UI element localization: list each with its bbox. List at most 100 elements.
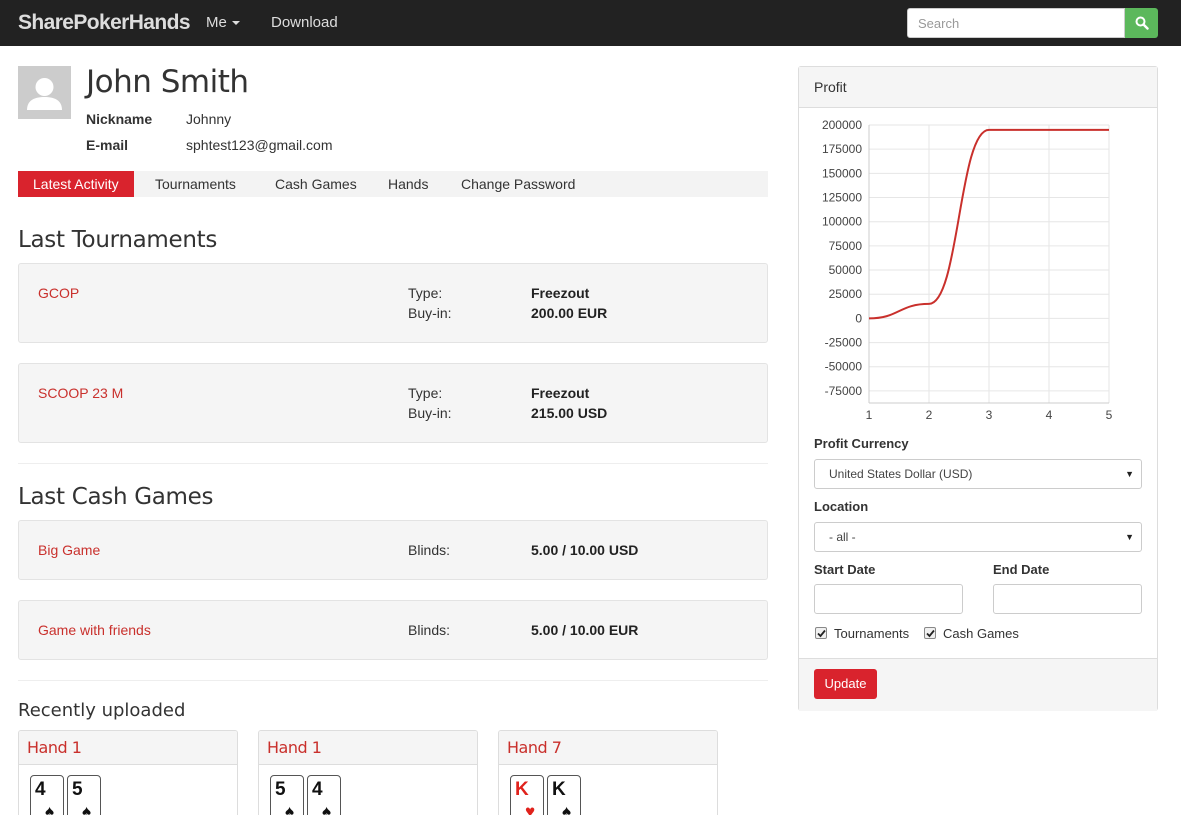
tab-tournaments[interactable]: Tournaments (155, 176, 236, 192)
heart-icon: ♥ (525, 802, 536, 815)
tab-cash-games[interactable]: Cash Games (275, 176, 357, 192)
tournaments-title: Last Tournaments (18, 227, 218, 253)
y-tick-label: 200000 (822, 118, 862, 132)
divider (18, 680, 768, 681)
tournament-link[interactable]: SCOOP 23 M (38, 385, 124, 401)
spade-icon: ♠ (82, 802, 92, 815)
cash-games-checkbox[interactable] (924, 627, 936, 639)
search-icon (1135, 16, 1149, 30)
playing-card: 5 ♠ (67, 775, 101, 815)
x-tick-label: 1 (866, 408, 873, 422)
y-tick-label: 175000 (822, 142, 862, 156)
tournaments-checkbox[interactable] (815, 627, 827, 639)
buyin-value: 200.00 EUR (531, 305, 608, 321)
spade-icon: ♠ (562, 802, 572, 815)
dropdown-arrow-icon: ▼ (1125, 532, 1134, 542)
hand-card: Hand 7 K ♥ K ♠ (498, 730, 718, 815)
location-label: Location (814, 499, 869, 514)
avatar (18, 66, 71, 119)
hand-link[interactable]: Hand 7 (507, 738, 562, 757)
hand-card: Hand 1 4 ♠ 5 ♠ (18, 730, 238, 815)
tab-latest-activity[interactable]: Latest Activity (18, 171, 134, 197)
y-tick-label: 100000 (822, 215, 862, 229)
end-date-input[interactable] (993, 584, 1142, 614)
start-date-input[interactable] (814, 584, 963, 614)
x-tick-label: 5 (1106, 408, 1113, 422)
profit-panel-header: Profit (799, 67, 1157, 108)
caret-down-icon (231, 21, 240, 26)
check-icon (926, 629, 935, 638)
cash-game-card: Game with friends Blinds: 5.00 / 10.00 E… (18, 600, 768, 660)
divider (18, 463, 768, 464)
recently-uploaded-title: Recently uploaded (18, 700, 186, 721)
cash-game-link[interactable]: Big Game (38, 542, 101, 558)
cash-games-checkbox-label: Cash Games (943, 626, 1019, 641)
search-button[interactable] (1125, 8, 1158, 38)
card-rank: K (552, 779, 566, 800)
hand-card-header: Hand 1 (19, 731, 237, 765)
end-date-label: End Date (993, 562, 1050, 577)
y-tick-label: -25000 (825, 336, 863, 350)
blinds-label: Blinds: (408, 542, 451, 558)
location-select-value: - all - (829, 530, 856, 544)
hand-link[interactable]: Hand 1 (267, 738, 322, 757)
hand-card-header: Hand 7 (499, 731, 717, 765)
type-value: Freezout (531, 285, 590, 301)
card-rank: 5 (275, 779, 286, 800)
profile-tabs: Latest Activity Tournaments Cash Games H… (18, 171, 768, 197)
dropdown-arrow-icon: ▼ (1125, 469, 1134, 479)
currency-select-value: United States Dollar (USD) (829, 467, 973, 481)
blinds-label: Blinds: (408, 622, 451, 638)
blinds-value: 5.00 / 10.00 EUR (531, 622, 639, 638)
check-icon (817, 629, 826, 638)
search-input[interactable] (907, 8, 1125, 38)
playing-card: 4 ♠ (307, 775, 341, 815)
x-tick-label: 4 (1046, 408, 1053, 422)
playing-card: K ♥ (510, 775, 544, 815)
card-rank: 4 (35, 779, 46, 800)
profit-chart: 2000001750001500001250001000007500050000… (822, 118, 1113, 422)
tournament-link[interactable]: GCOP (38, 285, 80, 301)
currency-label: Profit Currency (814, 436, 909, 451)
tab-hands[interactable]: Hands (388, 176, 429, 192)
hand-card: Hand 1 5 ♠ 4 ♠ (258, 730, 478, 815)
buyin-label: Buy-in: (408, 305, 452, 321)
buyin-value: 215.00 USD (531, 405, 608, 421)
playing-card: K ♠ (547, 775, 581, 815)
brand-logo[interactable]: SharePokerHands (18, 11, 191, 34)
hand-link[interactable]: Hand 1 (27, 738, 82, 757)
y-tick-label: 125000 (822, 191, 862, 205)
profile-name: John Smith (86, 64, 249, 100)
download-link[interactable]: Download (271, 14, 338, 31)
type-value: Freezout (531, 385, 590, 401)
y-tick-label: -75000 (825, 384, 863, 398)
currency-select[interactable]: United States Dollar (USD) ▼ (814, 459, 1142, 489)
card-rank: 4 (312, 779, 323, 800)
cash-game-card: Big Game Blinds: 5.00 / 10.00 USD (18, 520, 768, 580)
playing-card: 5 ♠ (270, 775, 304, 815)
nickname-value: Johnny (186, 111, 232, 127)
nickname-label: Nickname (86, 111, 153, 127)
email-label: E-mail (86, 137, 129, 153)
location-select[interactable]: - all - ▼ (814, 522, 1142, 552)
card-rank: 5 (72, 779, 83, 800)
type-label: Type: (408, 285, 443, 301)
me-dropdown[interactable]: Me (206, 14, 240, 31)
email-value: sphtest123@gmail.com (186, 137, 333, 153)
y-tick-label: 25000 (829, 287, 863, 301)
y-tick-label: 50000 (829, 263, 863, 277)
profit-line (868, 128, 1109, 320)
x-tick-label: 2 (926, 408, 933, 422)
buyin-label: Buy-in: (408, 405, 452, 421)
update-button[interactable]: Update (814, 669, 877, 699)
y-tick-label: 0 (855, 311, 862, 325)
playing-card: 4 ♠ (30, 775, 64, 815)
type-label: Type: (408, 385, 443, 401)
cash-game-link[interactable]: Game with friends (38, 622, 151, 638)
spade-icon: ♠ (45, 802, 55, 815)
me-label: Me (206, 14, 227, 31)
start-date-label: Start Date (814, 562, 876, 577)
navbar: SharePokerHands Me Download (0, 0, 1181, 46)
tournament-card: GCOP Type: Freezout Buy-in: 200.00 EUR (18, 263, 768, 343)
tab-change-password[interactable]: Change Password (461, 176, 576, 192)
